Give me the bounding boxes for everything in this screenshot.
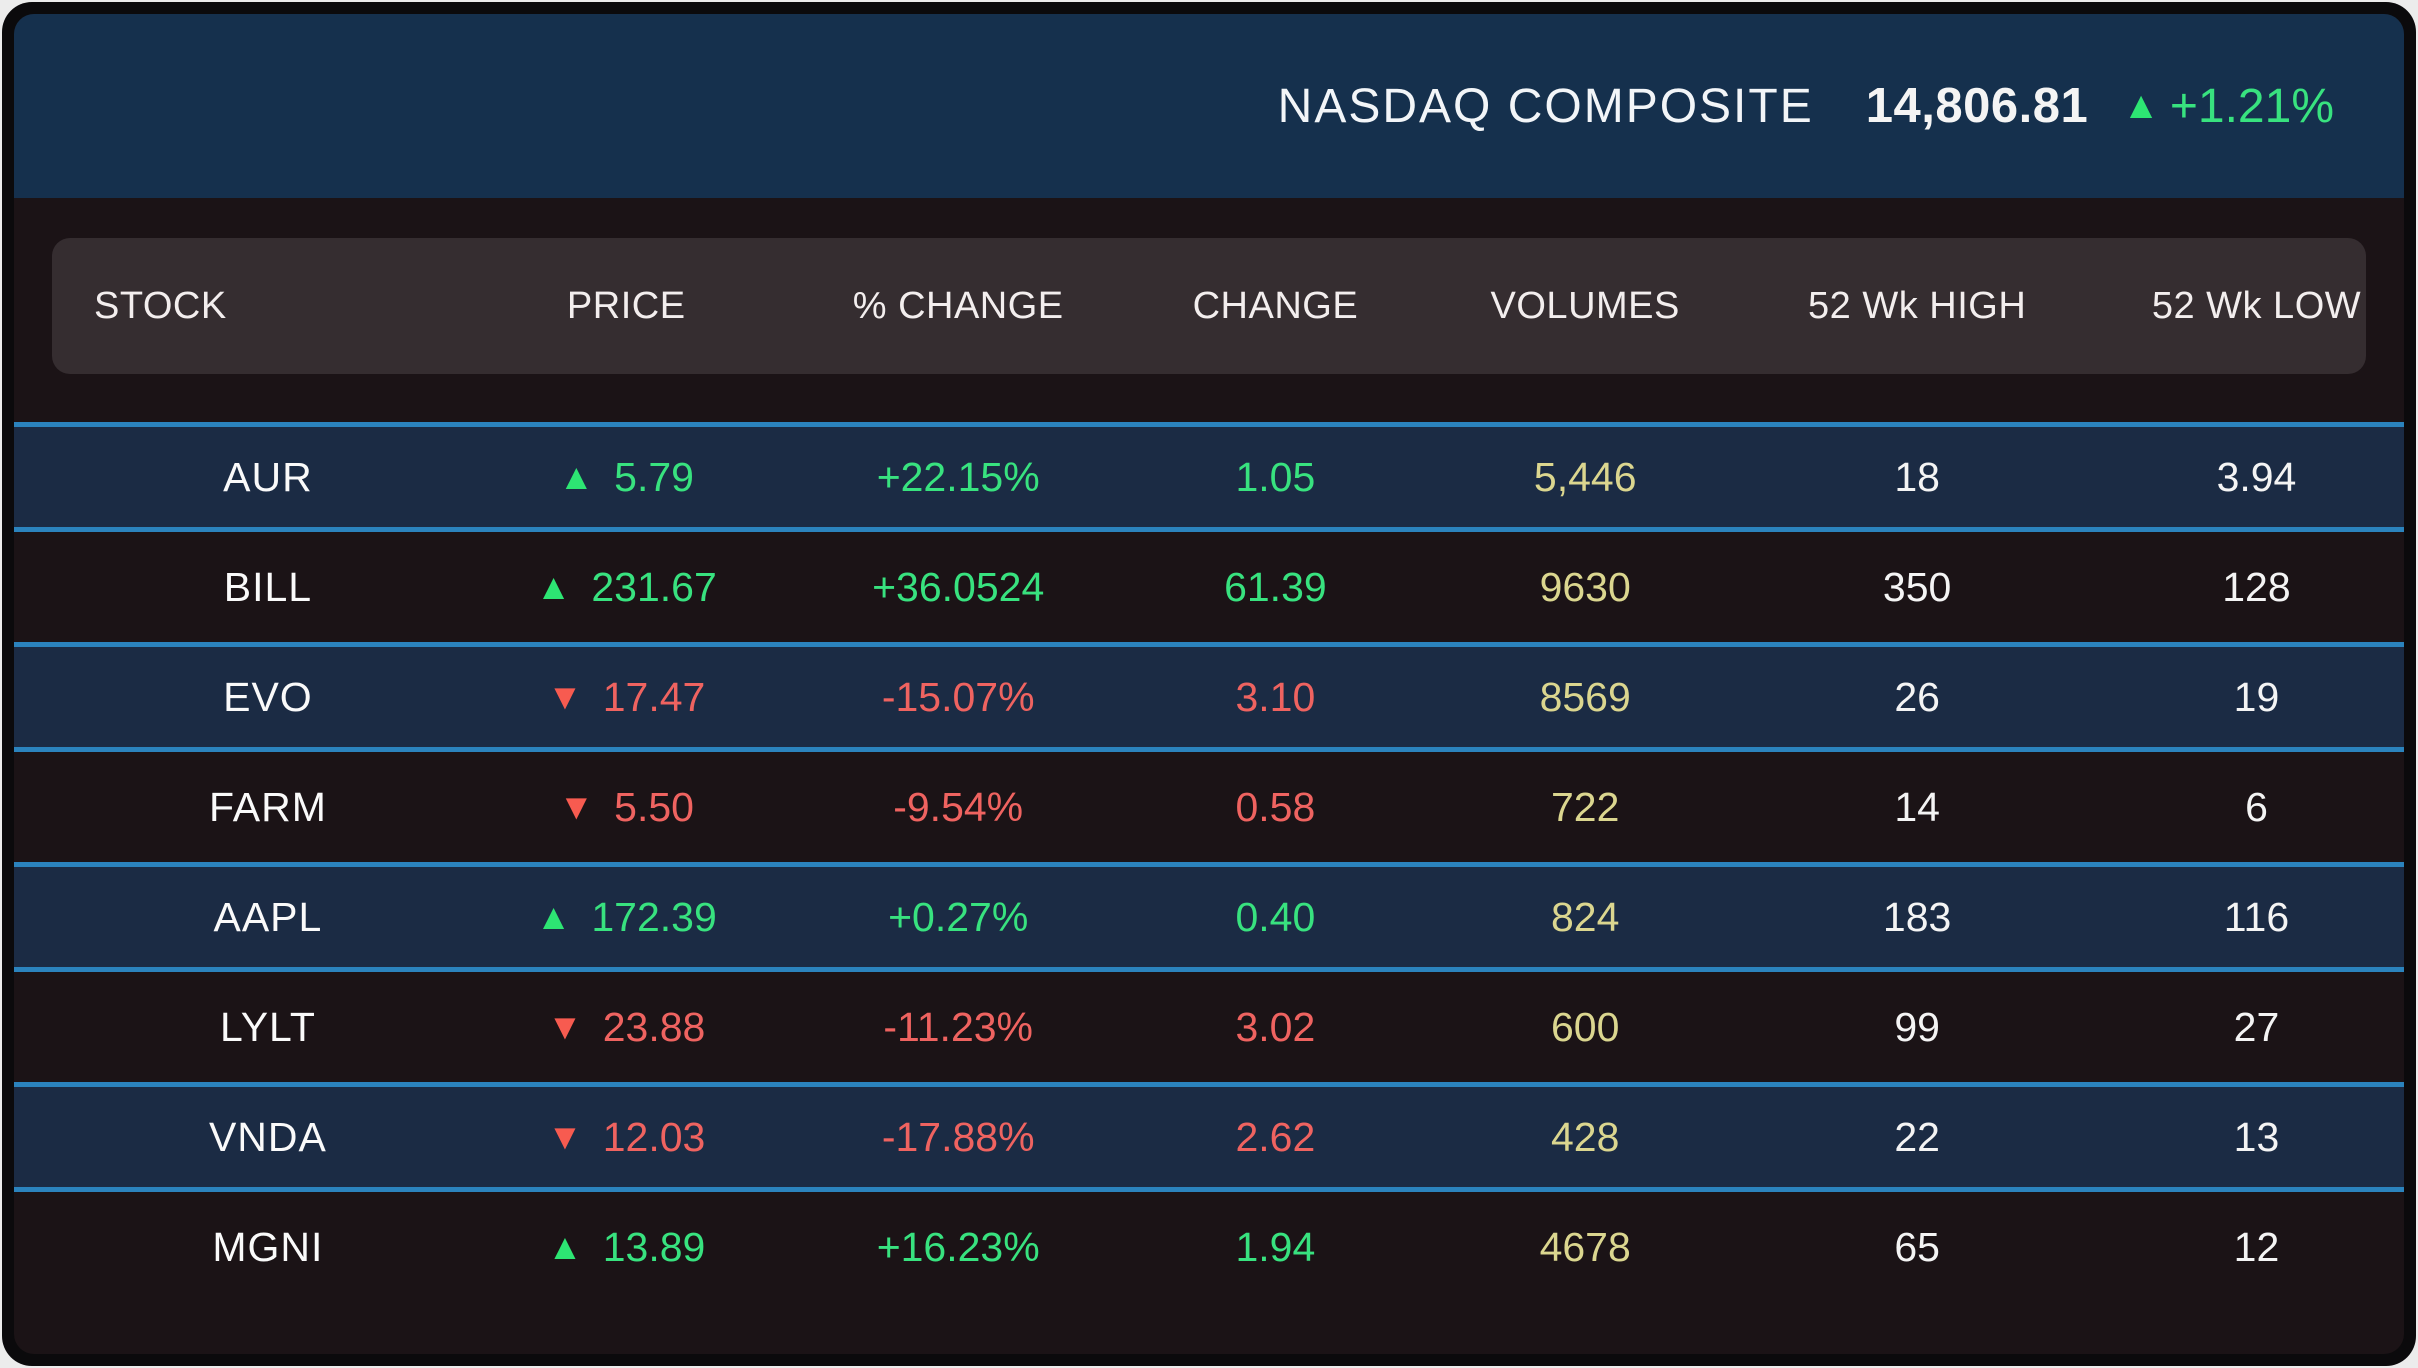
- column-header-price: PRICE: [566, 284, 686, 327]
- change-cell: 61.39: [1224, 563, 1327, 610]
- percent-change-cell: +22.15%: [876, 453, 1040, 500]
- change-cell: 3.02: [1235, 1003, 1316, 1050]
- stock-row[interactable]: BILL ▲ 231.67 +36.0524 61.39 9630 350 12…: [14, 532, 2404, 642]
- price-cell: ▲ 13.89: [442, 1224, 811, 1271]
- high-52wk-cell: 183: [1882, 893, 1952, 940]
- price-value: 5.50: [614, 783, 694, 830]
- low-52wk-cell: 116: [2223, 893, 2290, 940]
- stock-symbol: AAPL: [213, 893, 323, 940]
- change-cell: 3.10: [1235, 673, 1316, 720]
- high-52wk-cell: 26: [1894, 673, 1940, 720]
- down-triangle-icon: ▼: [547, 1006, 583, 1047]
- price-cell: ▲ 5.79: [442, 454, 811, 501]
- price-cell: ▼ 5.50: [442, 784, 811, 831]
- low-52wk-cell: 128: [2222, 563, 2291, 610]
- change-cell: 2.62: [1235, 1113, 1316, 1160]
- stock-row[interactable]: AAPL ▲ 172.39 +0.27% 0.40 824 183 116: [14, 862, 2404, 972]
- stock-symbol: AUR: [223, 453, 313, 500]
- index-value: 14,806.81: [1865, 79, 2089, 133]
- price-cell: ▼ 12.03: [442, 1114, 811, 1161]
- column-header-change: CHANGE: [1192, 284, 1359, 327]
- volumes-cell: 8569: [1539, 673, 1631, 720]
- low-52wk-cell: 12: [2233, 1223, 2280, 1270]
- price-value: 13.89: [602, 1223, 706, 1270]
- column-header-52-wk-low: 52 Wk LOW: [2151, 284, 2362, 327]
- down-triangle-icon: ▼: [558, 786, 595, 827]
- stock-symbol: FARM: [208, 783, 327, 830]
- percent-change-cell: +16.23%: [876, 1223, 1040, 1270]
- stock-symbol: MGNI: [212, 1223, 324, 1270]
- price-cell: ▼ 17.47: [442, 674, 811, 721]
- stock-dashboard: NASDAQ COMPOSITE 14,806.81 ▲ +1.21% STOC…: [14, 14, 2404, 1354]
- price-cell: ▲ 172.39: [442, 894, 811, 941]
- stock-row[interactable]: MGNI ▲ 13.89 +16.23% 1.94 4678 65 12: [14, 1192, 2404, 1302]
- price-value: 172.39: [591, 893, 717, 940]
- high-52wk-cell: 99: [1894, 1003, 1940, 1050]
- column-header-volumes: VOLUMES: [1490, 284, 1680, 327]
- volumes-cell: 428: [1550, 1113, 1620, 1160]
- stock-row[interactable]: FARM ▼ 5.50 -9.54% 0.58 722 14 6: [14, 752, 2404, 862]
- change-cell: 1.94: [1235, 1223, 1316, 1270]
- high-52wk-cell: 22: [1894, 1113, 1940, 1160]
- stock-symbol: BILL: [223, 563, 313, 610]
- price-value: 23.88: [602, 1003, 706, 1050]
- high-52wk-cell: 65: [1894, 1223, 1940, 1270]
- percent-change-cell: -9.54%: [893, 783, 1024, 830]
- volumes-cell: 4678: [1539, 1223, 1631, 1270]
- column-header-52-wk-high: 52 Wk HIGH: [1808, 284, 2027, 327]
- low-52wk-cell: 3.94: [2216, 453, 2297, 500]
- low-52wk-cell: 13: [2233, 1113, 2280, 1160]
- percent-change-cell: +36.0524: [872, 563, 1045, 610]
- down-triangle-icon: ▼: [547, 1116, 583, 1157]
- index-change: +1.21%: [2169, 79, 2334, 133]
- up-triangle-icon: ▲: [2122, 84, 2160, 127]
- stock-symbol: LYLT: [219, 1003, 316, 1050]
- high-52wk-cell: 18: [1894, 453, 1940, 500]
- percent-change-cell: -11.23%: [883, 1003, 1034, 1050]
- low-52wk-cell: 6: [2245, 783, 2268, 830]
- price-cell: ▼ 23.88: [442, 1004, 811, 1051]
- column-header-stock: STOCK: [94, 284, 227, 327]
- price-value: 5.79: [614, 453, 694, 500]
- down-triangle-icon: ▼: [547, 676, 583, 717]
- up-triangle-icon: ▲: [558, 456, 595, 497]
- price-value: 12.03: [602, 1113, 706, 1160]
- price-cell: ▲ 231.67: [442, 564, 811, 611]
- stock-symbol: VNDA: [208, 1113, 327, 1160]
- low-52wk-cell: 19: [2233, 673, 2280, 720]
- table-header-row: STOCK PRICE % CHANGE CHANGE VOLUMES 52 Wk HIG…: [14, 238, 2404, 374]
- change-cell: 0.58: [1235, 783, 1316, 830]
- up-triangle-icon: ▲: [535, 566, 572, 607]
- up-triangle-icon: ▲: [547, 1226, 583, 1267]
- stock-row[interactable]: AUR ▲ 5.79 +22.15% 1.05 5,446 18 3.94: [14, 422, 2404, 532]
- change-cell: 1.05: [1235, 453, 1316, 500]
- volumes-cell: 722: [1550, 783, 1620, 830]
- table-body: AUR ▲ 5.79 +22.15% 1.05 5,446 18 3.94 BI…: [14, 422, 2404, 1302]
- percent-change-cell: -15.07%: [881, 673, 1035, 720]
- up-triangle-icon: ▲: [535, 896, 572, 937]
- column-header--change: % CHANGE: [852, 284, 1064, 327]
- stock-symbol: EVO: [223, 673, 313, 720]
- volumes-cell: 9630: [1539, 563, 1631, 610]
- volumes-cell: 600: [1550, 1003, 1620, 1050]
- stock-row[interactable]: VNDA ▼ 12.03 -17.88% 2.62 428 22 13: [14, 1082, 2404, 1192]
- price-value: 231.67: [591, 563, 717, 610]
- percent-change-cell: -17.88%: [881, 1113, 1035, 1160]
- low-52wk-cell: 27: [2233, 1003, 2280, 1050]
- index-name: NASDAQ COMPOSITE: [1277, 79, 1814, 133]
- high-52wk-cell: 14: [1894, 783, 1940, 830]
- volumes-cell: 824: [1550, 893, 1620, 940]
- percent-change-cell: +0.27%: [888, 893, 1029, 940]
- volumes-cell: 5,446: [1533, 453, 1637, 500]
- index-header: NASDAQ COMPOSITE 14,806.81 ▲ +1.21%: [14, 14, 2404, 198]
- high-52wk-cell: 350: [1882, 563, 1952, 610]
- change-cell: 0.40: [1235, 893, 1316, 940]
- stock-row[interactable]: EVO ▼ 17.47 -15.07% 3.10 8569 26 19: [14, 642, 2404, 752]
- price-value: 17.47: [602, 673, 706, 720]
- stock-row[interactable]: LYLT ▼ 23.88 -11.23% 3.02 600 99 27: [14, 972, 2404, 1082]
